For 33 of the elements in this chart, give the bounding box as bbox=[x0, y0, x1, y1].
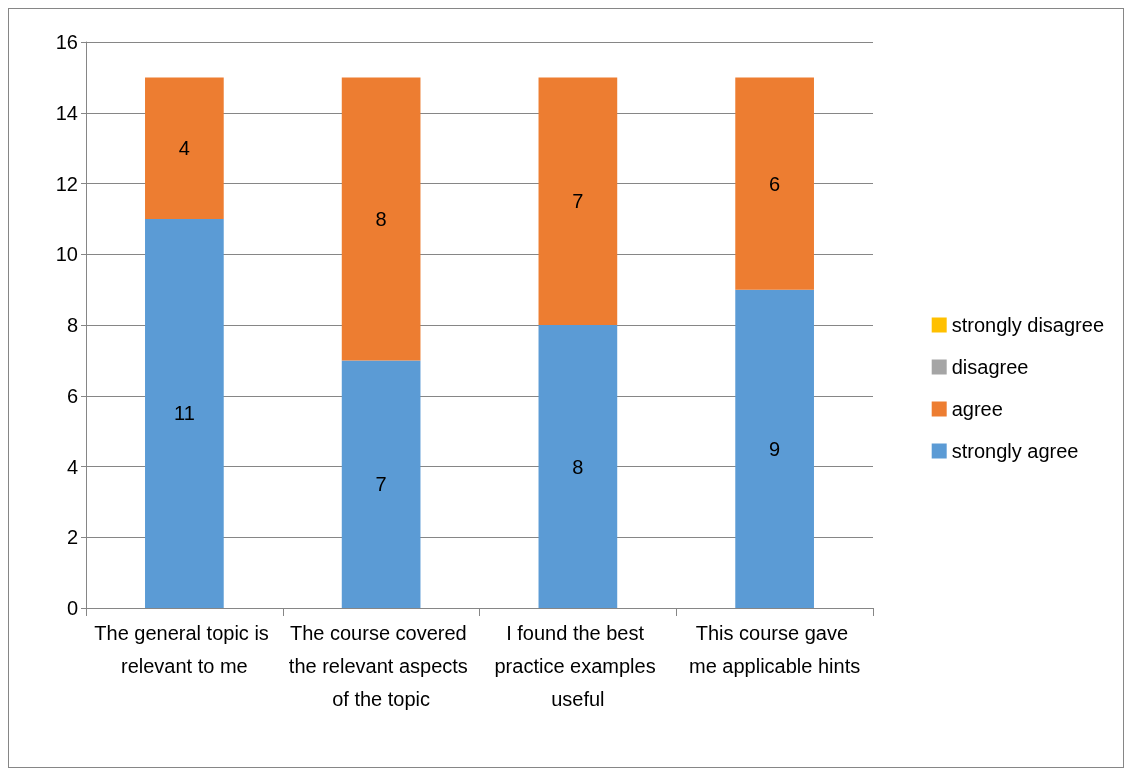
bar bbox=[538, 77, 618, 325]
x-tick-label: The course covered the relevant aspects of the topic bbox=[288, 621, 474, 710]
bar bbox=[145, 77, 224, 219]
data-label: 7 bbox=[375, 473, 387, 496]
data-label: 7 bbox=[572, 190, 584, 213]
data-label: 6 bbox=[769, 172, 781, 195]
y-tick-label: 16 bbox=[55, 31, 78, 53]
legend-label: disagree bbox=[951, 356, 1029, 378]
legend-label: strongly disagree bbox=[951, 314, 1105, 336]
bar bbox=[735, 289, 814, 608]
legend-label: strongly agree bbox=[951, 440, 1079, 462]
data-label: 8 bbox=[375, 207, 387, 230]
legend-label: agree bbox=[951, 398, 1003, 420]
bar bbox=[341, 77, 421, 361]
bar bbox=[538, 325, 618, 608]
y-tick-label: 0 bbox=[66, 597, 78, 619]
bar bbox=[735, 77, 814, 290]
x-tick-label: The general topic is relevant to me bbox=[94, 621, 275, 677]
y-tick-label: 14 bbox=[55, 101, 78, 124]
y-tick-label: 10 bbox=[55, 243, 78, 266]
data-label: 4 bbox=[178, 137, 190, 160]
y-tick-label: 12 bbox=[55, 172, 78, 195]
data-label: 9 bbox=[769, 437, 781, 460]
y-tick-label: 4 bbox=[66, 455, 78, 478]
y-tick-label: 6 bbox=[66, 384, 78, 407]
x-tick-label: I found the best practice examples useful bbox=[494, 621, 662, 710]
y-tick-label: 8 bbox=[66, 314, 78, 336]
bar bbox=[341, 360, 421, 608]
data-label: 8 bbox=[572, 455, 584, 478]
data-label: 11 bbox=[173, 402, 195, 425]
bar bbox=[145, 218, 224, 608]
x-tick-label: This course gave me applicable hints bbox=[689, 621, 861, 677]
y-tick-label: 2 bbox=[66, 526, 78, 549]
